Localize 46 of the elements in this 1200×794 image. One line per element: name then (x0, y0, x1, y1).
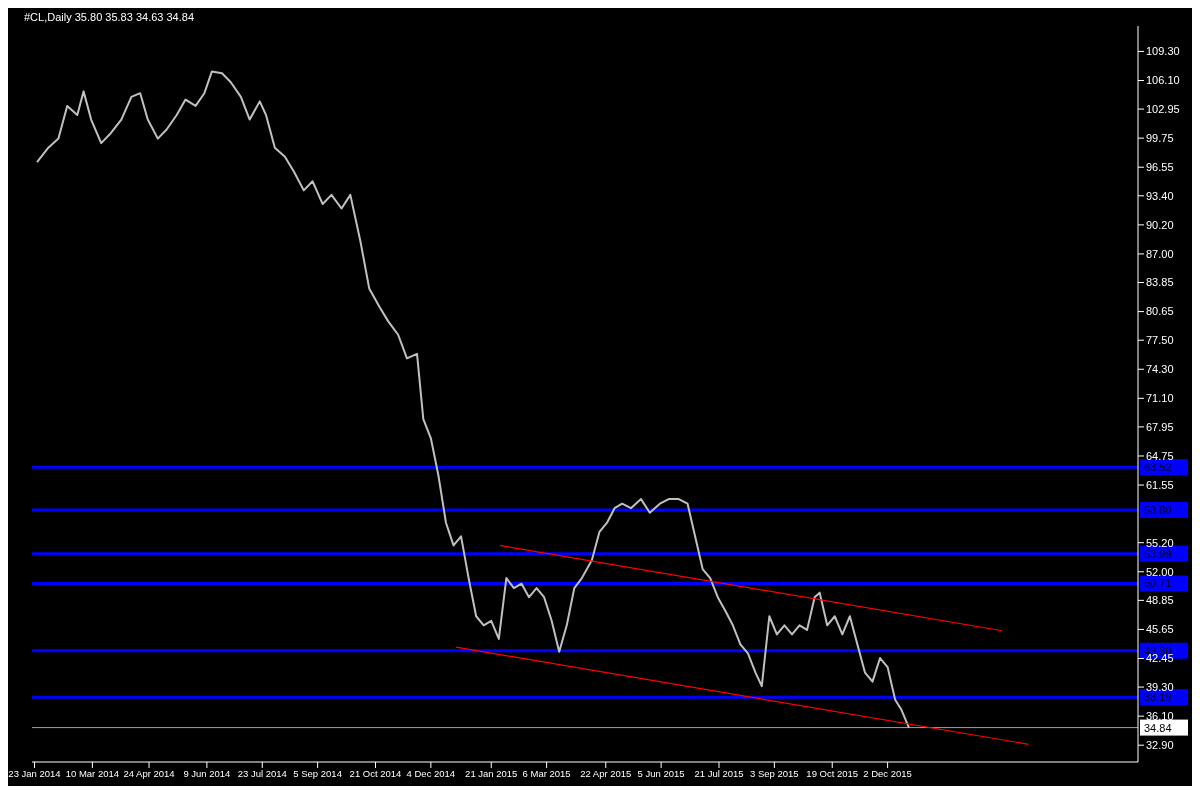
x-tick-label: 23 Jul 2014 (237, 767, 287, 779)
y-tick-label: 52.00 (1146, 565, 1174, 578)
y-tick-label: 48.85 (1146, 594, 1174, 607)
x-tick-label: 22 Apr 2015 (580, 767, 632, 779)
ref-line-label: 58.80 (1144, 504, 1172, 517)
y-tick-label: 93.40 (1146, 189, 1174, 202)
y-tick-label: 74.30 (1146, 363, 1174, 376)
x-tick-label: 10 Mar 2014 (65, 767, 120, 779)
x-tick-label: 3 Sep 2015 (750, 767, 799, 779)
y-tick-label: 77.50 (1146, 334, 1174, 347)
y-tick-label: 36.10 (1146, 710, 1174, 723)
y-tick-label: 87.00 (1146, 247, 1174, 260)
x-tick-label: 23 Jan 2014 (8, 767, 61, 779)
y-tick-label: 67.95 (1146, 420, 1174, 433)
y-tick-label: 80.65 (1146, 305, 1174, 318)
x-tick-label: 6 Mar 2015 (522, 767, 571, 779)
ref-line-label: 63.52 (1144, 461, 1172, 474)
x-tick-label: 21 Jan 2015 (465, 767, 518, 779)
x-tick-label: 2 Dec 2015 (863, 767, 912, 779)
y-tick-label: 45.65 (1146, 623, 1174, 636)
x-tick-label: 4 Dec 2014 (406, 767, 456, 779)
x-tick-label: 24 Apr 2014 (123, 767, 175, 779)
y-tick-label: 71.10 (1146, 392, 1174, 405)
y-tick-label: 83.85 (1146, 276, 1174, 289)
y-tick-label: 106.10 (1146, 74, 1180, 87)
y-tick-label: 32.90 (1146, 739, 1174, 752)
x-tick-label: 5 Jun 2015 (637, 767, 685, 779)
y-tick-label: 102.95 (1146, 102, 1180, 115)
ref-line-label: 53.99 (1144, 547, 1172, 560)
ref-line-label: 50.71 (1144, 577, 1172, 590)
y-tick-label: 61.55 (1146, 478, 1174, 491)
x-tick-label: 9 Jun 2014 (183, 767, 231, 779)
y-tick-label: 109.30 (1146, 45, 1180, 58)
line-series (36, 70, 910, 729)
y-tick-label: 90.20 (1146, 218, 1174, 231)
y-tick-label: 99.75 (1146, 132, 1174, 145)
ref-line-label: 38.19 (1144, 691, 1172, 704)
x-tick-label: 21 Jul 2015 (694, 767, 744, 779)
y-tick-label: 55.20 (1146, 536, 1174, 549)
x-tick-label: 5 Sep 2014 (293, 767, 342, 779)
x-tick-label: 19 Oct 2015 (806, 767, 859, 779)
x-tick-label: 21 Oct 2014 (349, 767, 402, 779)
y-tick-label: 96.55 (1146, 161, 1174, 174)
chart-title: #CL,Daily 35.80 35.83 34.63 34.84 (24, 11, 195, 23)
ref-line-label: 34.84 (1144, 721, 1172, 734)
y-tick-label: 64.75 (1146, 449, 1174, 462)
